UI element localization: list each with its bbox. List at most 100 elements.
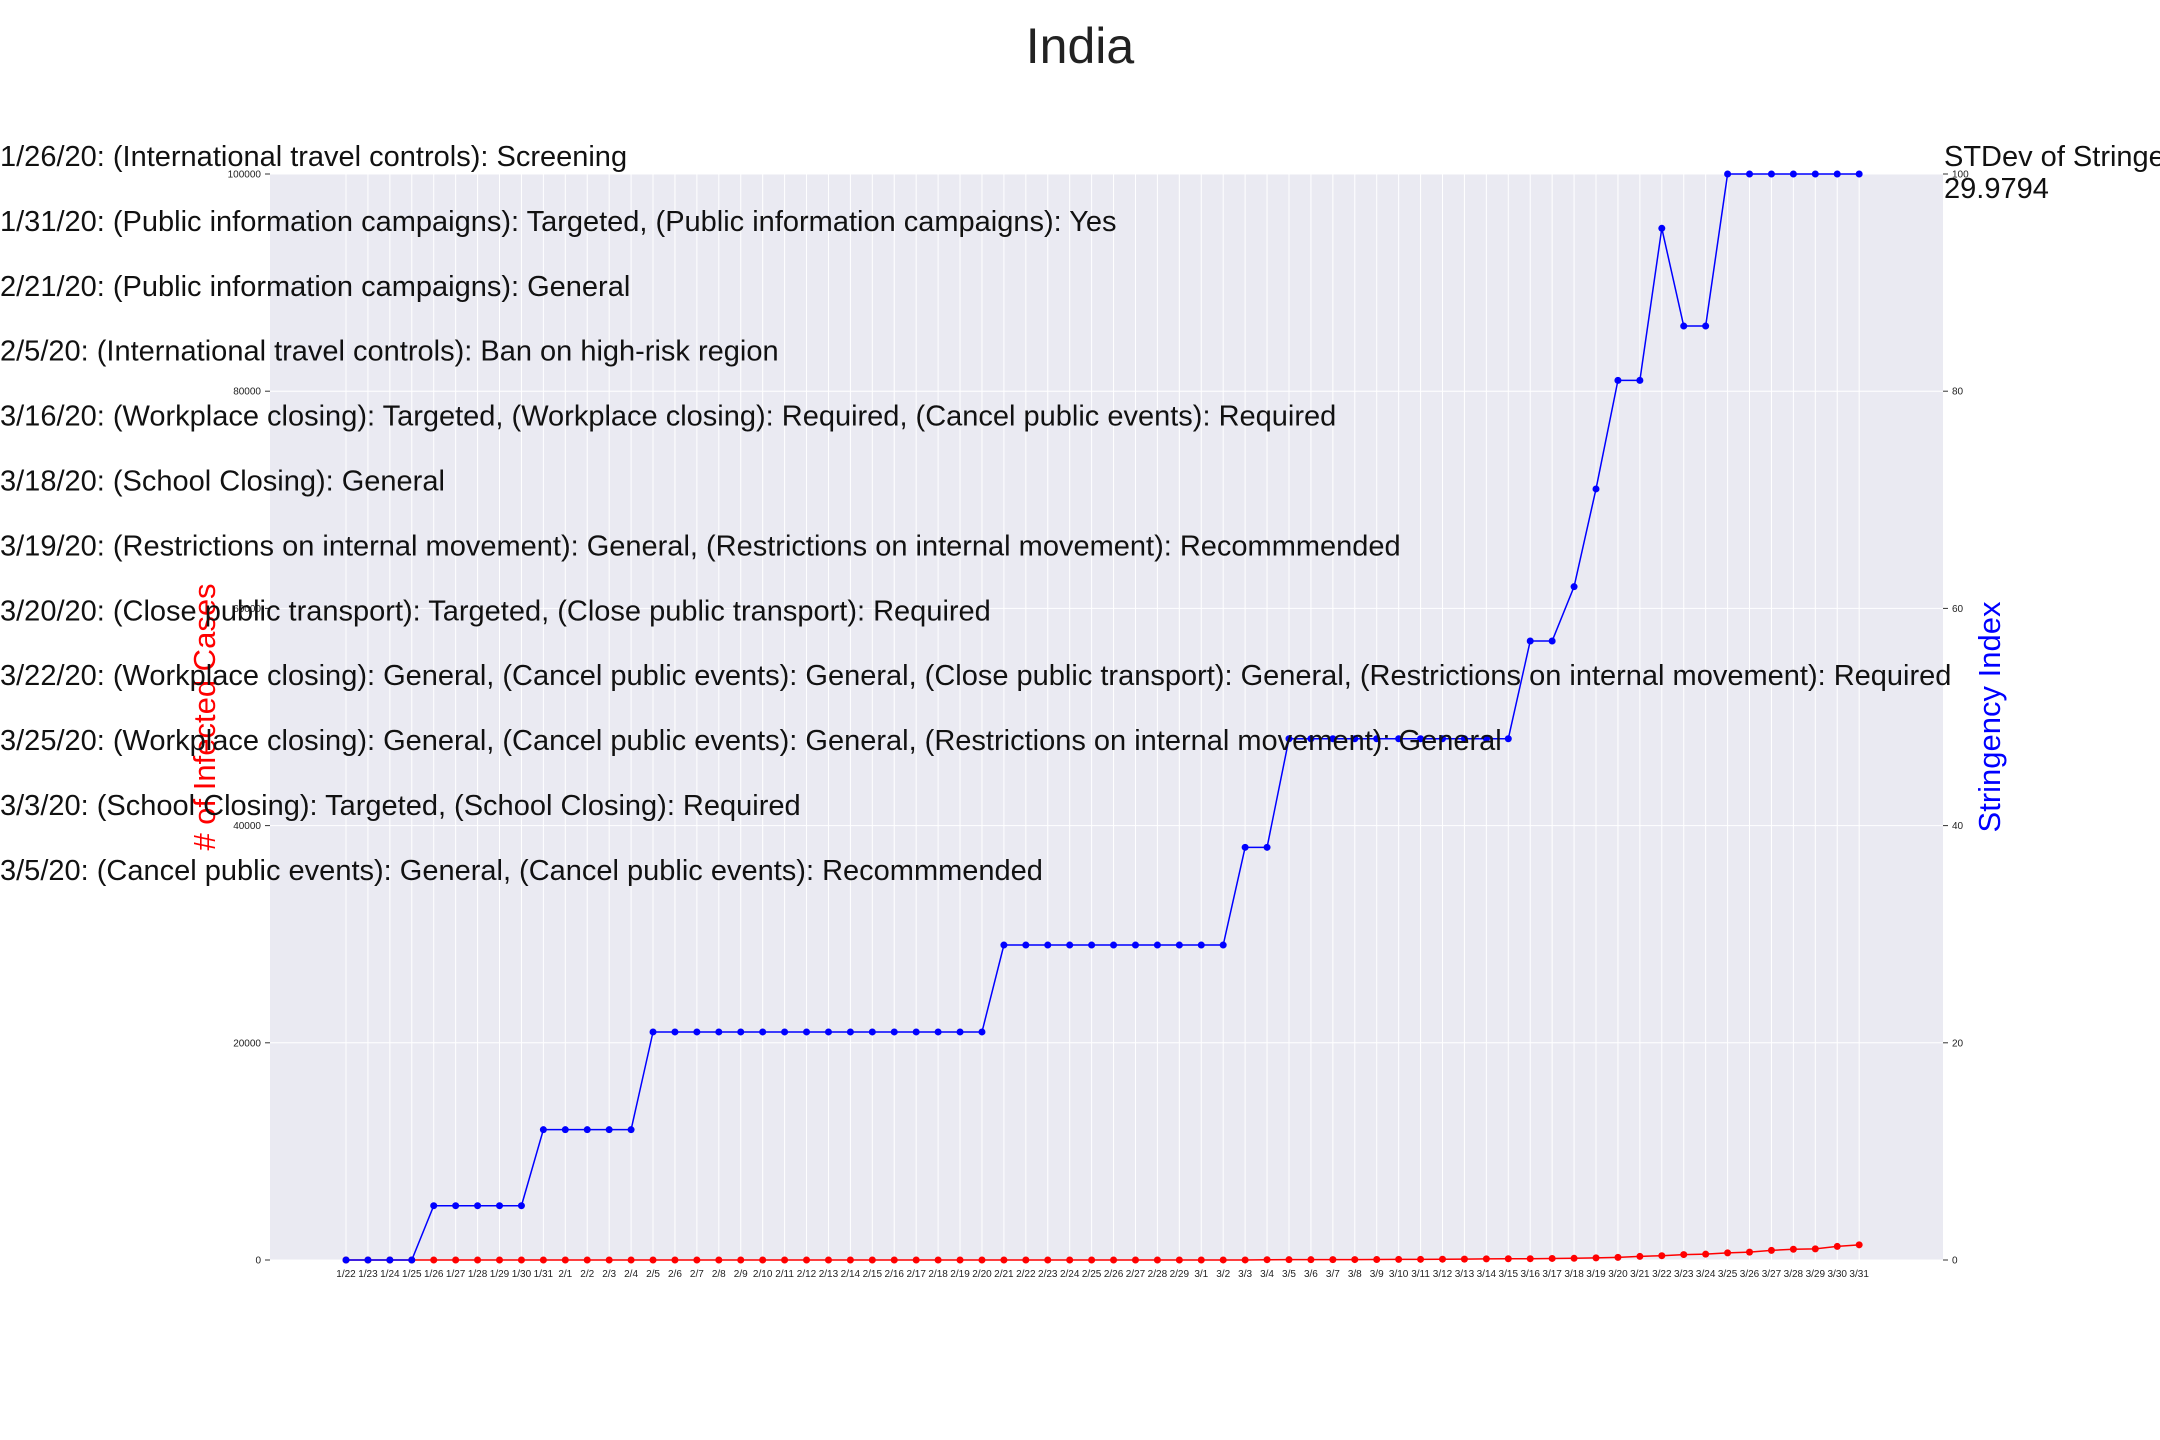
data-point bbox=[890, 1028, 898, 1036]
data-point bbox=[671, 1028, 679, 1036]
x-tick-label: 3/11 bbox=[1411, 1269, 1430, 1280]
data-point bbox=[627, 1126, 635, 1134]
data-point bbox=[496, 1256, 504, 1264]
data-point bbox=[408, 1256, 416, 1264]
data-point bbox=[1153, 1256, 1161, 1264]
data-point bbox=[1724, 170, 1732, 178]
policy-annotation: 1/26/20: (International travel controls)… bbox=[0, 141, 627, 173]
x-tick-label: 2/22 bbox=[1016, 1269, 1036, 1280]
data-point bbox=[517, 1202, 525, 1210]
x-tick-label: 2/14 bbox=[841, 1269, 861, 1280]
data-point bbox=[693, 1256, 701, 1264]
x-tick-label: 3/28 bbox=[1784, 1269, 1804, 1280]
right-tick-label: 80 bbox=[1952, 387, 1964, 398]
data-point bbox=[342, 1256, 350, 1264]
x-tick-label: 3/2 bbox=[1216, 1269, 1230, 1280]
x-tick-label: 2/24 bbox=[1060, 1269, 1080, 1280]
data-point bbox=[1219, 1256, 1227, 1264]
x-tick-label: 1/28 bbox=[468, 1269, 488, 1280]
x-tick-label: 2/3 bbox=[602, 1269, 616, 1280]
data-point bbox=[759, 1028, 767, 1036]
series-line-left bbox=[346, 1244, 1860, 1261]
data-point bbox=[1066, 941, 1074, 949]
stdev-label: STDev of Stringency Index bbox=[1944, 141, 2160, 173]
data-point bbox=[890, 1256, 898, 1264]
data-point bbox=[1351, 735, 1359, 743]
data-point bbox=[1395, 735, 1403, 743]
data-point bbox=[1767, 1246, 1775, 1254]
data-point bbox=[1570, 1254, 1578, 1262]
data-point bbox=[1724, 1249, 1732, 1257]
left-tick-label: 0 bbox=[255, 1256, 261, 1267]
data-point bbox=[1680, 322, 1688, 330]
x-tick-label: 2/26 bbox=[1104, 1269, 1124, 1280]
data-point bbox=[1548, 1254, 1556, 1262]
x-tick-label: 3/21 bbox=[1630, 1269, 1650, 1280]
data-point bbox=[1263, 843, 1271, 851]
data-point bbox=[912, 1256, 920, 1264]
x-tick-label: 2/25 bbox=[1082, 1269, 1102, 1280]
data-point bbox=[605, 1126, 613, 1134]
x-tick-label: 1/31 bbox=[534, 1269, 554, 1280]
data-point bbox=[1614, 376, 1622, 384]
data-point bbox=[781, 1256, 789, 1264]
x-tick-label: 1/26 bbox=[424, 1269, 444, 1280]
x-tick-label: 2/7 bbox=[690, 1269, 704, 1280]
data-point bbox=[1417, 735, 1425, 743]
data-point bbox=[1746, 170, 1754, 178]
data-point bbox=[1592, 485, 1600, 493]
x-tick-label: 2/13 bbox=[819, 1269, 839, 1280]
x-tick-label: 1/29 bbox=[490, 1269, 510, 1280]
data-point bbox=[1000, 941, 1008, 949]
left-tick-label: 100000 bbox=[228, 170, 262, 181]
x-tick-label: 2/12 bbox=[797, 1269, 817, 1280]
x-axis-ticks: 1/22 1/23 1/24 1/25 1/26 1/27 1/28 1/29 1/30 1/31… bbox=[336, 1269, 1869, 1280]
data-point bbox=[1526, 637, 1534, 645]
x-tick-label: 3/12 bbox=[1433, 1269, 1453, 1280]
x-tick-label: 3/3 bbox=[1238, 1269, 1252, 1280]
x-tick-label: 2/11 bbox=[775, 1269, 794, 1280]
data-point bbox=[1767, 170, 1775, 178]
plot-area bbox=[270, 174, 1943, 1260]
right-axis-ticks: 0 20 40 60 80 100 bbox=[1943, 170, 1969, 1267]
data-point bbox=[364, 1256, 372, 1264]
data-point bbox=[452, 1202, 460, 1210]
x-tick-label: 2/21 bbox=[994, 1269, 1014, 1280]
data-point bbox=[868, 1028, 876, 1036]
x-tick-label: 3/10 bbox=[1389, 1269, 1409, 1280]
data-point bbox=[1855, 1241, 1863, 1249]
left-tick-label: 80000 bbox=[233, 387, 261, 398]
data-point bbox=[1789, 170, 1797, 178]
x-tick-label: 1/30 bbox=[512, 1269, 532, 1280]
x-tick-label: 2/18 bbox=[928, 1269, 948, 1280]
data-point bbox=[1131, 1256, 1139, 1264]
data-point bbox=[1110, 941, 1118, 949]
left-tick-label: 60000 bbox=[233, 604, 261, 615]
data-point bbox=[1044, 1256, 1052, 1264]
x-tick-label: 2/20 bbox=[972, 1269, 992, 1280]
data-point bbox=[1197, 941, 1205, 949]
left-axis-ticks: 0 20000 40000 60000 80000 100000 bbox=[228, 170, 270, 1267]
data-point bbox=[1088, 941, 1096, 949]
data-point bbox=[1197, 1256, 1205, 1264]
data-point bbox=[956, 1028, 964, 1036]
policy-annotation: 2/21/20: (Public information campaigns):… bbox=[0, 271, 630, 303]
data-point bbox=[452, 1256, 460, 1264]
right-tick-label: 20 bbox=[1952, 1038, 1964, 1049]
data-point bbox=[737, 1256, 745, 1264]
data-point bbox=[1592, 1254, 1600, 1262]
data-point bbox=[1066, 1256, 1074, 1264]
data-point bbox=[1482, 1255, 1490, 1263]
right-tick-label: 40 bbox=[1952, 821, 1964, 832]
data-point bbox=[803, 1256, 811, 1264]
data-point bbox=[1395, 1255, 1403, 1263]
x-tick-label: 3/22 bbox=[1652, 1269, 1672, 1280]
x-tick-label: 3/4 bbox=[1260, 1269, 1274, 1280]
data-point bbox=[1833, 170, 1841, 178]
x-tick-label: 3/15 bbox=[1499, 1269, 1519, 1280]
x-tick-label: 3/29 bbox=[1806, 1269, 1826, 1280]
data-point bbox=[1439, 735, 1446, 743]
data-point bbox=[1811, 170, 1819, 178]
stdev-value: 29.9794 bbox=[1944, 173, 2049, 205]
data-point bbox=[1658, 1252, 1666, 1260]
